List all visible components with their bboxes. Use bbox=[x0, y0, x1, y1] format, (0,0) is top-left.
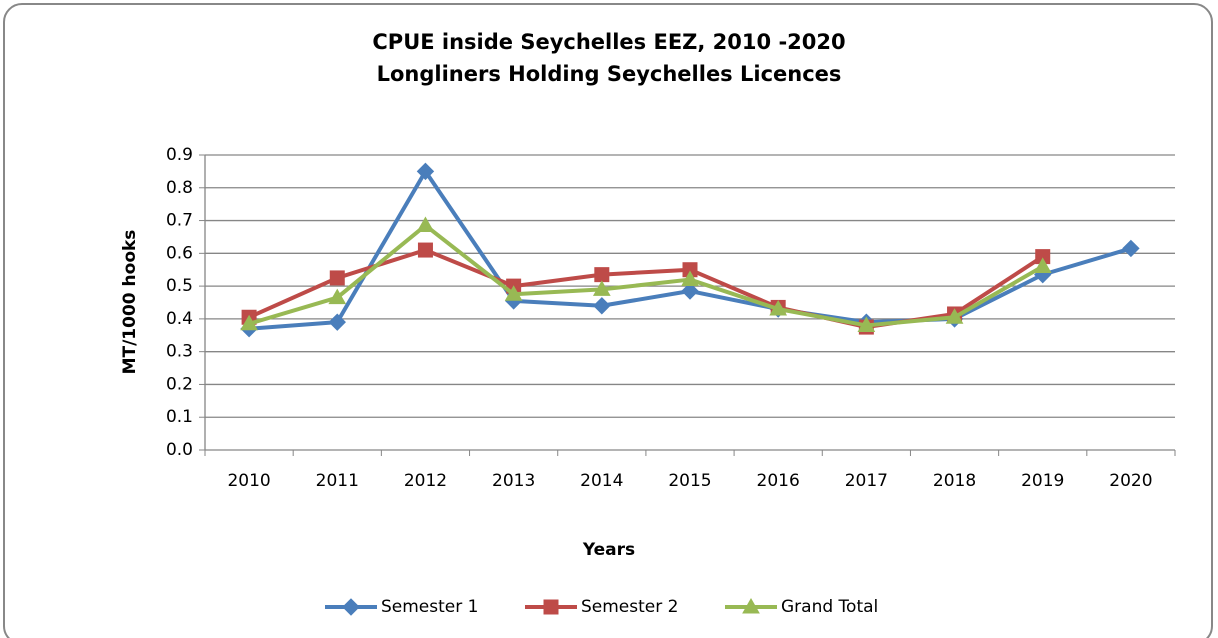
marker bbox=[593, 297, 611, 315]
x-tick-label: 2016 bbox=[757, 471, 800, 491]
marker bbox=[329, 270, 345, 286]
marker bbox=[1122, 239, 1140, 258]
marker bbox=[416, 162, 435, 181]
x-tick-label: 2017 bbox=[845, 471, 888, 491]
marker bbox=[592, 280, 611, 296]
marker bbox=[594, 267, 610, 283]
marker bbox=[857, 316, 876, 332]
chart-title: CPUE inside Seychelles EEZ, 2010 -2020 bbox=[372, 30, 845, 54]
series-line bbox=[248, 223, 1044, 328]
x-tick-label: 2011 bbox=[316, 471, 359, 491]
x-tick-label: 2012 bbox=[404, 471, 447, 491]
y-tick-label: 0.8 bbox=[166, 178, 193, 198]
marker bbox=[945, 308, 964, 324]
marker bbox=[742, 597, 760, 614]
legend-label: Grand Total bbox=[781, 597, 878, 617]
x-tick-label: 2010 bbox=[227, 471, 270, 491]
x-tick-label: 2020 bbox=[1109, 471, 1152, 491]
y-axis-title: MT/1000 hooks bbox=[120, 230, 140, 375]
marker bbox=[328, 288, 347, 305]
marker bbox=[342, 598, 360, 616]
y-tick-label: 0.2 bbox=[166, 374, 193, 394]
marker bbox=[417, 242, 433, 258]
y-tick-label: 0.7 bbox=[166, 211, 193, 231]
y-tick-label: 0.9 bbox=[166, 145, 193, 165]
marker bbox=[1033, 257, 1052, 273]
y-tick-label: 0.5 bbox=[166, 276, 193, 296]
x-tick-label: 2019 bbox=[1021, 471, 1064, 491]
marker bbox=[504, 285, 523, 301]
y-tick-label: 0.0 bbox=[166, 440, 193, 460]
marker bbox=[416, 216, 435, 232]
x-tick-label: 2015 bbox=[668, 471, 711, 491]
legend-label: Semester 2 bbox=[581, 597, 678, 617]
marker bbox=[681, 270, 699, 287]
x-axis-title: Years bbox=[582, 540, 635, 560]
legend-label: Semester 1 bbox=[381, 597, 478, 617]
marker bbox=[543, 599, 559, 615]
x-tick-label: 2014 bbox=[580, 471, 623, 491]
x-tick-label: 2018 bbox=[933, 471, 976, 491]
chart-frame bbox=[3, 3, 1213, 638]
y-tick-label: 0.3 bbox=[166, 342, 193, 362]
x-tick-label: 2013 bbox=[492, 471, 535, 491]
y-tick-label: 0.6 bbox=[166, 243, 193, 263]
y-tick-label: 0.1 bbox=[166, 407, 193, 427]
marker bbox=[240, 314, 258, 331]
marker bbox=[328, 313, 346, 331]
chart-subtitle: Longliners Holding Seychelles Licences bbox=[377, 62, 842, 86]
marker bbox=[769, 300, 788, 316]
y-tick-label: 0.4 bbox=[166, 309, 193, 329]
marker bbox=[681, 282, 699, 300]
